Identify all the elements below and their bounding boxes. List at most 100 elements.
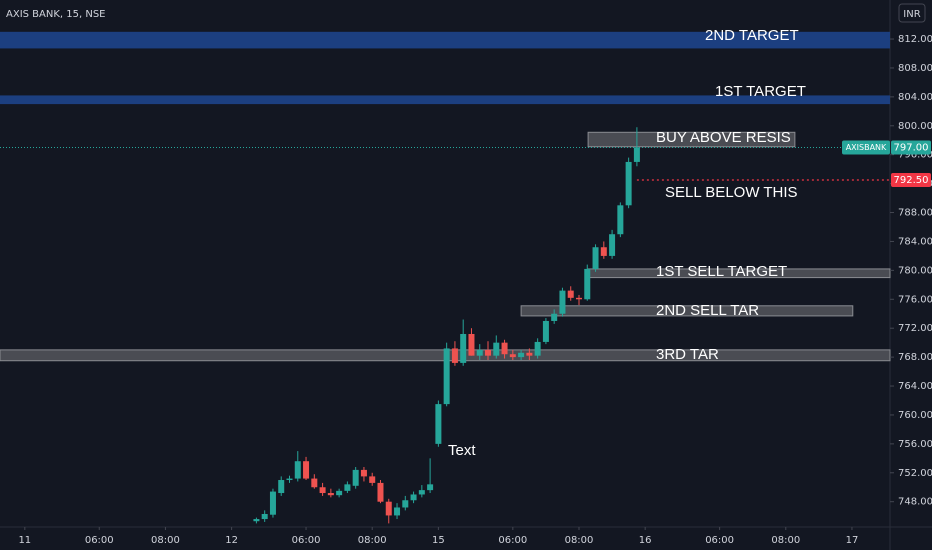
candle-body (451, 348, 458, 363)
zone-label: BUY ABOVE RESIS (656, 129, 791, 146)
candle (327, 488, 334, 498)
x-tick-label: 06:00 (85, 535, 114, 546)
candle (344, 481, 351, 494)
zone-label: 1ST SELL TARGET (656, 263, 787, 280)
candle (402, 495, 409, 511)
candle-body (609, 234, 616, 256)
candle (559, 287, 566, 317)
zone-label: 2ND SELL TAR (656, 302, 759, 319)
zone (0, 31, 890, 49)
candle (485, 341, 492, 361)
price-tag (891, 173, 931, 188)
candle-body (402, 500, 409, 508)
candle (319, 482, 326, 496)
candle (443, 342, 450, 407)
candle-body (311, 478, 318, 488)
candle (418, 485, 425, 498)
y-tick-label: 772.00 (898, 323, 932, 334)
candle (369, 472, 376, 486)
candle (460, 319, 467, 366)
candle-body (303, 461, 310, 479)
candle-body (360, 469, 367, 477)
candle (394, 503, 401, 520)
y-tick-label: 808.00 (898, 63, 932, 74)
candle (294, 451, 301, 482)
zone-label: 1ST TARGET (715, 83, 806, 100)
candle-body (476, 349, 483, 356)
y-tick-label: 788.00 (898, 208, 932, 219)
candle-body (327, 493, 334, 496)
annotation: Text (448, 442, 476, 459)
candle-body (319, 487, 326, 494)
zone-label: 2ND TARGET (705, 27, 799, 44)
candle-body (534, 341, 541, 356)
x-tick-label: 11 (18, 535, 31, 546)
candle-body (526, 352, 533, 356)
y-tick-label: 768.00 (898, 352, 932, 363)
candle-body (617, 205, 624, 235)
y-tick-label: 780.00 (898, 265, 932, 276)
y-tick-label: 760.00 (898, 410, 932, 421)
y-tick-label: 784.00 (898, 236, 932, 247)
candle (584, 264, 591, 301)
candle (377, 480, 384, 504)
x-tick-label: 15 (432, 535, 445, 546)
candle-body (633, 147, 640, 162)
candle (269, 488, 276, 518)
candle (551, 309, 558, 324)
candle (542, 318, 549, 345)
candle-body (385, 501, 392, 516)
price-tag-label: 792.50 (894, 175, 929, 186)
x-tick-label: 08:00 (565, 535, 594, 546)
candle (261, 510, 268, 522)
candle-body (460, 333, 467, 363)
candle (410, 491, 417, 504)
candle-body (435, 404, 442, 444)
candle (526, 348, 533, 361)
candle (427, 458, 434, 494)
candle-body (575, 297, 582, 300)
y-tick-label: 764.00 (898, 381, 932, 392)
candle (303, 456, 310, 481)
candle (600, 241, 607, 259)
x-tick-label: 08:00 (358, 535, 387, 546)
candle-body (551, 313, 558, 321)
candle (360, 466, 367, 482)
candle (435, 400, 442, 447)
candle-body (592, 247, 599, 269)
candle-body (518, 352, 525, 358)
currency-label: INR (903, 9, 920, 20)
candle (352, 466, 359, 489)
candle-body (336, 490, 343, 496)
candle-body (369, 476, 376, 483)
candle (617, 202, 624, 238)
candle-body (493, 342, 500, 356)
candle (592, 244, 599, 272)
currency-button[interactable] (898, 3, 926, 23)
candle-body (485, 349, 492, 356)
candle-body (418, 490, 425, 495)
y-tick-label: 752.00 (898, 468, 932, 479)
candle (336, 488, 343, 498)
candle-body (443, 348, 450, 405)
candle-body (352, 469, 359, 486)
x-tick-label: 08:00 (771, 535, 800, 546)
x-tick-label: 06:00 (705, 535, 734, 546)
candle-body (278, 480, 285, 494)
candle (286, 475, 293, 483)
zone (587, 131, 796, 148)
candle (567, 286, 574, 301)
candle-body (294, 461, 301, 479)
candle-body (269, 491, 276, 515)
candle (493, 335, 500, 359)
y-tick-label: 812.00 (898, 34, 932, 45)
candle (534, 338, 541, 359)
price-tag (891, 140, 931, 155)
candle-body (377, 482, 384, 502)
candle (509, 349, 516, 361)
y-tick-label: 756.00 (898, 439, 932, 450)
candle-body (559, 290, 566, 314)
candle (625, 157, 632, 209)
candle-body (394, 507, 401, 516)
zone (0, 95, 890, 105)
